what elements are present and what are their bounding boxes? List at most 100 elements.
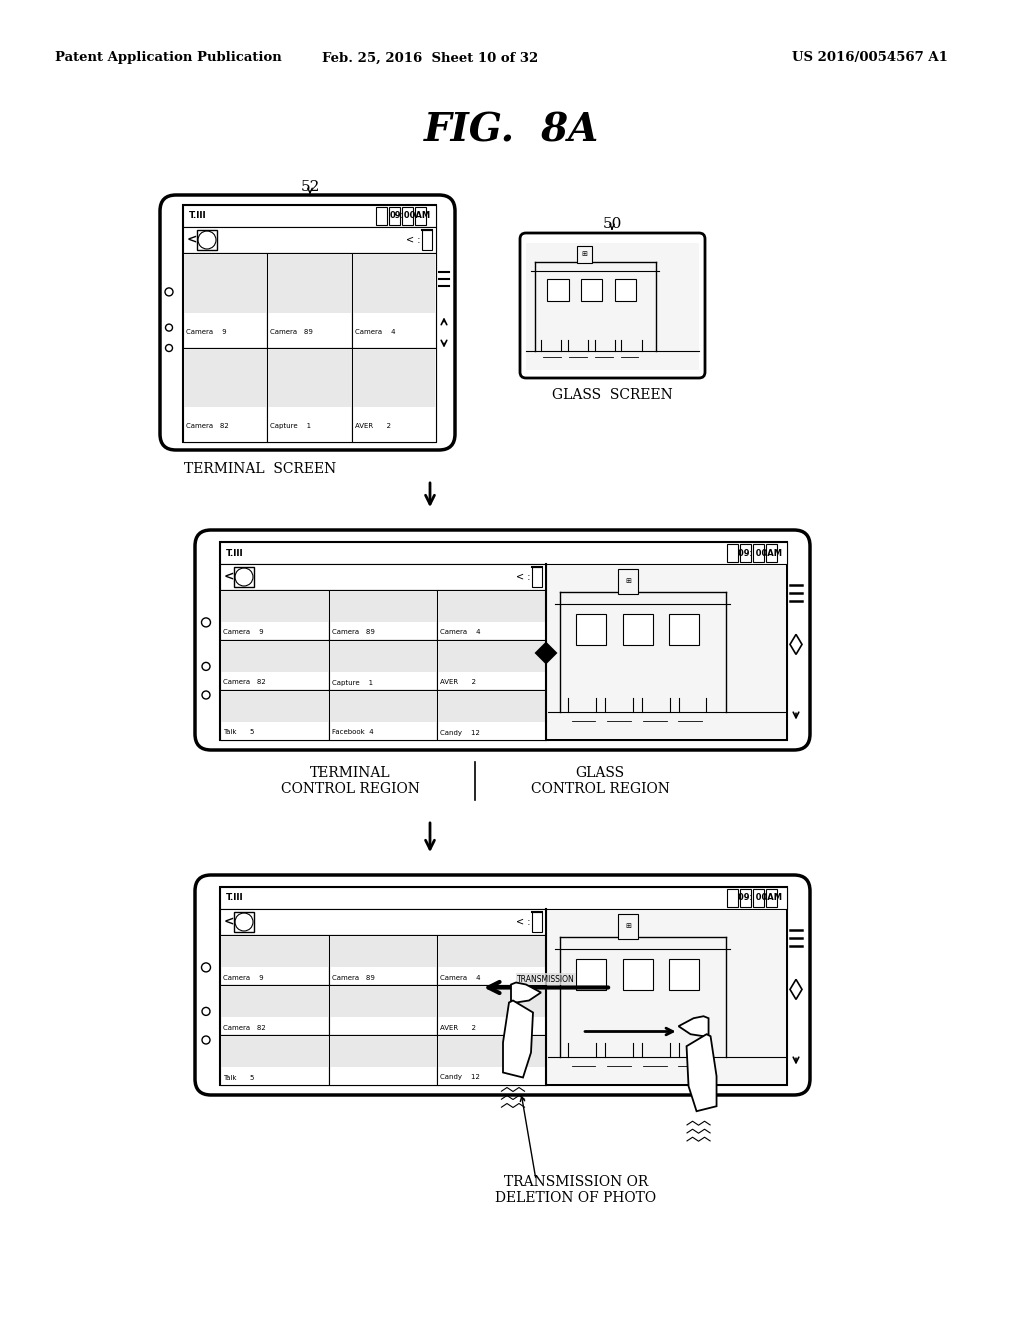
Bar: [352, 253, 435, 313]
Bar: [376, 207, 387, 224]
Bar: [438, 690, 545, 722]
Bar: [623, 614, 652, 645]
Bar: [220, 543, 787, 564]
Text: < :: < :: [406, 235, 421, 246]
Bar: [221, 986, 328, 1016]
Bar: [221, 591, 328, 622]
Bar: [329, 690, 437, 741]
FancyBboxPatch shape: [160, 195, 455, 450]
Bar: [221, 690, 328, 722]
Text: Camera    9: Camera 9: [186, 329, 226, 334]
Polygon shape: [536, 643, 556, 663]
Bar: [268, 253, 350, 313]
Bar: [330, 1036, 436, 1067]
Bar: [234, 568, 254, 587]
Polygon shape: [511, 982, 541, 1002]
Polygon shape: [790, 635, 802, 655]
Bar: [183, 205, 436, 442]
Bar: [234, 912, 254, 932]
Text: Camera   82: Camera 82: [223, 1024, 266, 1031]
Text: 09: 00AM: 09: 00AM: [738, 549, 782, 557]
Bar: [437, 1035, 546, 1085]
Bar: [183, 205, 436, 227]
Bar: [617, 569, 638, 594]
Text: Capture    1: Capture 1: [270, 422, 311, 429]
Bar: [578, 246, 592, 263]
Text: <: <: [224, 570, 234, 583]
Text: GLASS  SCREEN: GLASS SCREEN: [552, 388, 673, 403]
Bar: [623, 960, 652, 990]
Text: Camera   82: Camera 82: [186, 422, 228, 429]
Bar: [727, 888, 738, 907]
Text: 09:00AM: 09:00AM: [390, 211, 431, 220]
Bar: [330, 591, 436, 622]
Bar: [617, 915, 638, 939]
Text: TRANSMISSION OR
DELETION OF PHOTO: TRANSMISSION OR DELETION OF PHOTO: [496, 1175, 656, 1205]
Text: Camera    4: Camera 4: [440, 630, 481, 635]
Text: Camera    9: Camera 9: [223, 974, 263, 981]
Text: Camera    4: Camera 4: [354, 329, 395, 334]
Bar: [437, 935, 546, 985]
Bar: [438, 936, 545, 968]
Text: GLASS
CONTROL REGION: GLASS CONTROL REGION: [530, 766, 670, 796]
Bar: [577, 960, 606, 990]
Bar: [548, 911, 785, 1082]
Bar: [437, 985, 546, 1035]
Bar: [220, 887, 787, 909]
Bar: [532, 912, 542, 932]
Bar: [766, 544, 777, 562]
Text: ⊞: ⊞: [582, 251, 587, 257]
Bar: [437, 640, 546, 690]
Bar: [220, 887, 787, 1085]
Text: TRANSMISSION: TRANSMISSION: [517, 974, 574, 983]
Bar: [438, 1036, 545, 1067]
Text: ⊞: ⊞: [625, 924, 631, 929]
Bar: [547, 279, 568, 301]
Bar: [220, 690, 329, 741]
Bar: [422, 230, 432, 249]
Text: 52: 52: [300, 180, 319, 194]
Text: Camera    4: Camera 4: [440, 974, 481, 981]
FancyBboxPatch shape: [520, 234, 705, 378]
Bar: [740, 544, 751, 562]
Text: Talk      5: Talk 5: [223, 730, 254, 735]
Bar: [415, 207, 426, 224]
Text: <: <: [224, 916, 234, 928]
Text: Camera   89: Camera 89: [270, 329, 313, 334]
Bar: [268, 348, 350, 407]
Text: AVER      2: AVER 2: [354, 422, 391, 429]
Text: TERMINAL
CONTROL REGION: TERMINAL CONTROL REGION: [281, 766, 420, 796]
Text: US 2016/0054567 A1: US 2016/0054567 A1: [792, 51, 948, 65]
Bar: [184, 348, 266, 407]
Bar: [581, 279, 602, 301]
Text: Camera   82: Camera 82: [223, 680, 266, 685]
Text: T.lll: T.lll: [226, 894, 244, 903]
Bar: [532, 568, 542, 587]
Bar: [329, 640, 437, 690]
Polygon shape: [686, 1035, 717, 1111]
FancyBboxPatch shape: [195, 531, 810, 750]
Bar: [330, 936, 436, 968]
Bar: [402, 207, 413, 224]
Bar: [614, 279, 636, 301]
Bar: [351, 347, 436, 442]
Bar: [740, 888, 751, 907]
Bar: [727, 544, 738, 562]
Bar: [437, 690, 546, 741]
Text: T.lll: T.lll: [226, 549, 244, 557]
Text: Talk      5: Talk 5: [223, 1074, 254, 1081]
Bar: [267, 253, 351, 347]
Text: Facebook  4: Facebook 4: [332, 730, 374, 735]
Bar: [329, 590, 437, 640]
Bar: [351, 253, 436, 347]
Bar: [221, 1036, 328, 1067]
Bar: [220, 640, 329, 690]
Text: TERMINAL  SCREEN: TERMINAL SCREEN: [184, 462, 336, 477]
Polygon shape: [679, 1016, 709, 1036]
Text: 09: 00AM: 09: 00AM: [738, 894, 782, 903]
Text: ⊞: ⊞: [625, 578, 631, 585]
Text: T.lll: T.lll: [189, 211, 207, 220]
Text: Camera   89: Camera 89: [332, 630, 375, 635]
Bar: [438, 591, 545, 622]
Bar: [329, 985, 437, 1035]
